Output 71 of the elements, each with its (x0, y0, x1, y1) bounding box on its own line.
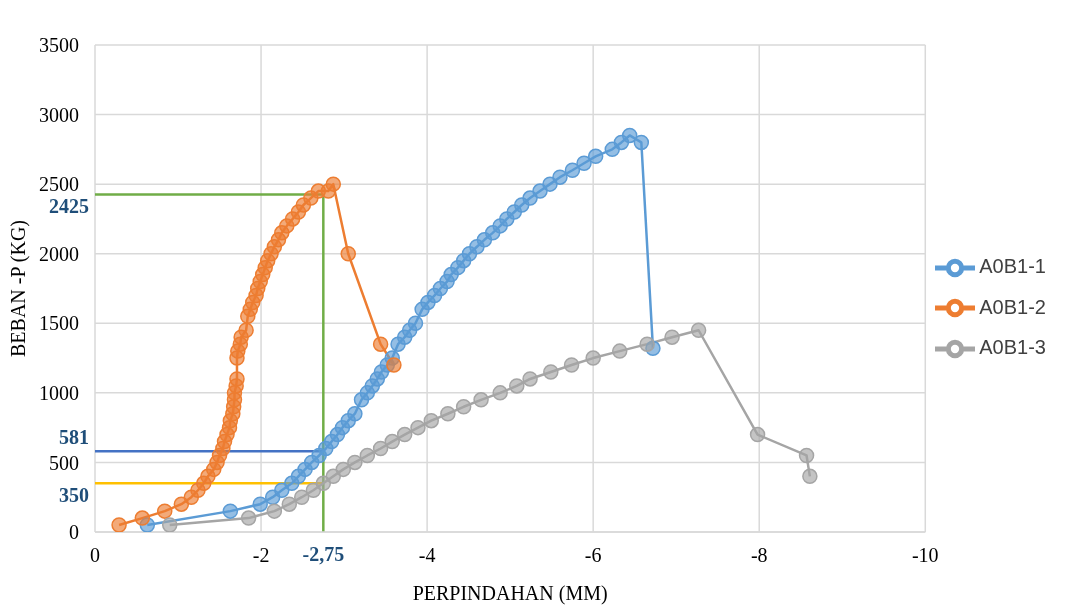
point (156, 503, 173, 519)
point (372, 336, 389, 352)
point (238, 322, 254, 338)
legend-label: A0B1-3 (979, 336, 1046, 359)
point (335, 461, 351, 478)
point (266, 503, 283, 519)
x-tick-label: -6 (584, 544, 602, 567)
point (455, 399, 472, 415)
point (633, 134, 650, 151)
point (576, 155, 592, 172)
y-tick-label: 3500 (39, 34, 79, 57)
point (386, 357, 402, 373)
x-tick-label: -10 (911, 544, 939, 567)
point (543, 364, 559, 380)
x-tick-label: -8 (750, 544, 768, 567)
point (161, 517, 178, 532)
point (423, 412, 440, 429)
point (473, 392, 489, 408)
point (798, 447, 815, 464)
point (407, 315, 424, 332)
ref-line-label: -2,75 (302, 542, 345, 565)
point (293, 489, 310, 505)
point (229, 371, 245, 387)
legend-label: A0B1-2 (979, 295, 1046, 318)
x-tick-label: 0 (90, 544, 100, 567)
point (587, 148, 604, 165)
y-tick-label: 2000 (39, 242, 79, 265)
ref-line-label: 350 (59, 483, 89, 506)
ref-line-label: 2425 (49, 195, 89, 218)
point (340, 245, 356, 262)
y-tick-label: 0 (69, 521, 79, 544)
point (240, 510, 257, 526)
point (440, 405, 456, 422)
point (664, 329, 680, 345)
y-axis-title: BEBAN -P (KG) (7, 219, 31, 358)
point (639, 336, 655, 352)
point (564, 162, 581, 178)
point (563, 357, 580, 373)
point (372, 440, 389, 457)
point (522, 371, 538, 387)
point (410, 419, 426, 436)
y-tick-label: 1500 (39, 312, 79, 335)
ref-line-label: 581 (59, 425, 89, 448)
point (359, 447, 376, 464)
point (325, 176, 342, 192)
legend-label: A0B1-1 (979, 254, 1046, 277)
point (552, 169, 568, 185)
y-tick-label: 3000 (39, 103, 79, 126)
point (492, 385, 508, 401)
x-tick-label: -4 (418, 544, 436, 567)
point (621, 127, 638, 144)
point (802, 468, 818, 485)
point (281, 496, 298, 512)
point (749, 426, 766, 443)
point (690, 322, 707, 338)
point (611, 343, 628, 359)
point (585, 350, 601, 366)
x-tick-label: -2 (252, 544, 270, 567)
point (111, 517, 127, 532)
point (347, 454, 363, 471)
point (509, 378, 525, 394)
point (347, 405, 363, 422)
point (222, 503, 239, 519)
point (134, 510, 151, 526)
y-tick-label: 2500 (39, 173, 79, 196)
point (396, 426, 413, 443)
y-tick-label: 1000 (39, 381, 79, 404)
point (252, 496, 268, 512)
y-tick-label: 500 (49, 451, 79, 474)
x-axis-title: PERPINDAHAN (MM) (412, 582, 608, 605)
point (384, 433, 400, 450)
